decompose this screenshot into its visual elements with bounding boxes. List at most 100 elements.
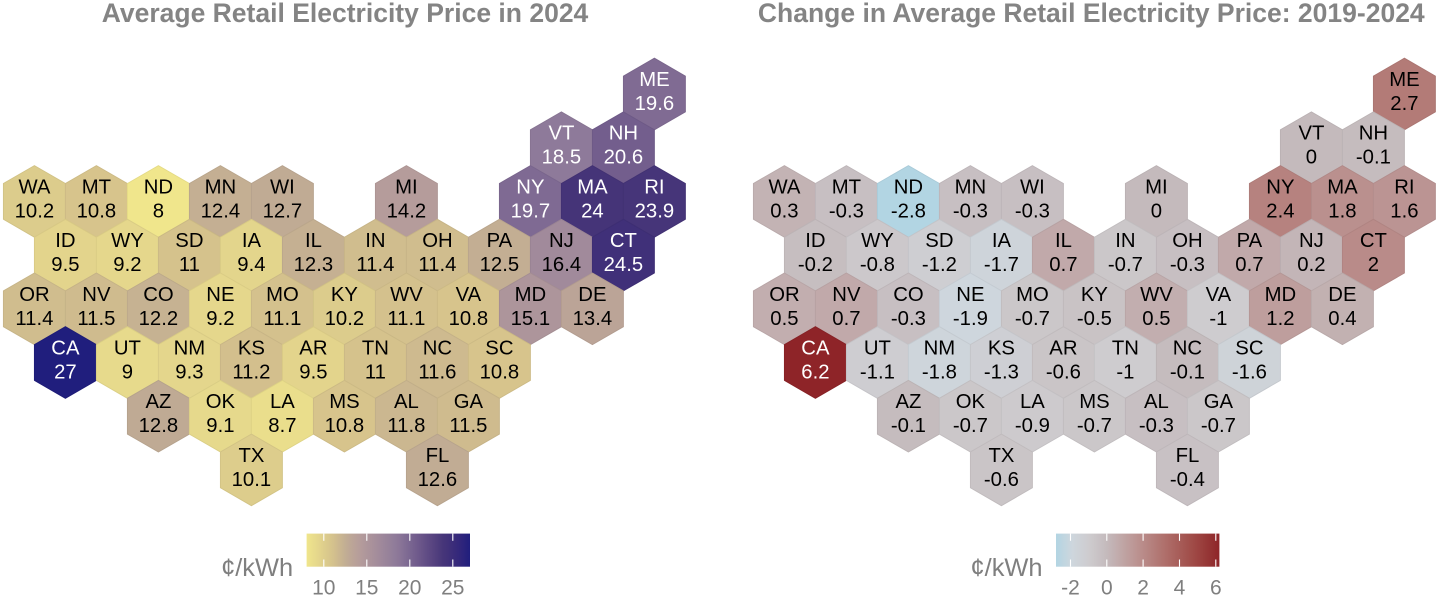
svg-text:CO: CO [143,284,173,306]
svg-text:12.4: 12.4 [201,200,240,222]
svg-text:TX: TX [988,445,1014,467]
svg-text:WV: WV [390,284,423,306]
svg-text:11.4: 11.4 [418,254,456,276]
svg-text:DE: DE [578,284,606,306]
svg-text:TN: TN [1112,338,1139,360]
svg-text:11: 11 [365,362,386,384]
svg-text:¢/kWh: ¢/kWh [971,554,1043,582]
svg-text:-0.3: -0.3 [1015,200,1050,222]
svg-text:0.3: 0.3 [770,200,798,222]
svg-text:MO: MO [266,284,299,306]
svg-text:NE: NE [206,284,234,306]
svg-text:11.4: 11.4 [356,254,394,276]
svg-text:19.6: 19.6 [635,93,674,115]
svg-text:KS: KS [238,338,265,360]
svg-text:ND: ND [894,176,923,198]
svg-text:WA: WA [18,176,50,198]
svg-text:9: 9 [122,362,133,384]
svg-text:9.5: 9.5 [299,362,327,384]
svg-text:NH: NH [609,123,638,145]
svg-text:0: 0 [1101,577,1113,600]
svg-text:MA: MA [1327,176,1358,198]
svg-text:-0.4: -0.4 [1170,469,1205,491]
svg-text:11: 11 [179,254,200,276]
svg-text:12.3: 12.3 [294,254,333,276]
svg-text:25: 25 [441,577,464,600]
svg-text:WY: WY [861,230,894,252]
svg-text:SC: SC [485,338,513,360]
svg-text:LA: LA [270,391,295,413]
svg-text:20.6: 20.6 [604,147,643,169]
svg-text:MT: MT [832,176,861,198]
svg-text:4: 4 [1174,577,1186,600]
svg-text:-0.3: -0.3 [953,200,988,222]
svg-text:NV: NV [832,284,861,306]
svg-text:-0.6: -0.6 [984,469,1019,491]
svg-text:NJ: NJ [1299,230,1324,252]
svg-text:10.8: 10.8 [480,362,519,384]
svg-text:15: 15 [355,577,378,600]
svg-text:MA: MA [577,176,608,198]
svg-text:1.2: 1.2 [1266,308,1294,330]
svg-text:MD: MD [1265,284,1297,306]
svg-text:8.7: 8.7 [268,415,296,437]
svg-text:12.2: 12.2 [139,308,178,330]
svg-text:-1.3: -1.3 [984,362,1019,384]
svg-text:0: 0 [1151,200,1162,222]
svg-text:-1.2: -1.2 [922,254,957,276]
svg-text:-0.3: -0.3 [891,308,926,330]
svg-text:NE: NE [956,284,984,306]
svg-text:VA: VA [1206,284,1232,306]
svg-text:0.2: 0.2 [1297,254,1325,276]
svg-text:ND: ND [144,176,173,198]
svg-text:OH: OH [422,230,452,252]
svg-text:0.7: 0.7 [832,308,860,330]
svg-text:10.8: 10.8 [449,308,488,330]
svg-text:MD: MD [515,284,547,306]
svg-text:12.6: 12.6 [418,469,457,491]
svg-text:WI: WI [270,176,295,198]
svg-text:WV: WV [1140,284,1173,306]
svg-text:2.4: 2.4 [1266,200,1294,222]
svg-text:-1: -1 [1116,362,1134,384]
svg-text:11.5: 11.5 [449,415,487,437]
svg-text:AL: AL [1144,391,1169,413]
svg-text:20: 20 [398,577,421,600]
svg-text:ME: ME [639,69,669,91]
svg-text:-0.7: -0.7 [953,415,988,437]
svg-text:11.6: 11.6 [418,362,456,384]
svg-text:0.7: 0.7 [1235,254,1263,276]
svg-text:0.5: 0.5 [770,308,798,330]
svg-text:-0.1: -0.1 [1356,147,1391,169]
svg-text:11.2: 11.2 [232,362,270,384]
svg-text:10.8: 10.8 [325,415,364,437]
svg-text:UT: UT [114,338,141,360]
svg-text:-0.6: -0.6 [1046,362,1081,384]
svg-text:12.8: 12.8 [139,415,178,437]
svg-text:23.9: 23.9 [635,200,674,222]
svg-text:-0.7: -0.7 [1201,415,1236,437]
svg-text:MS: MS [1079,391,1109,413]
svg-text:-2: -2 [1061,577,1080,600]
svg-text:-1.7: -1.7 [984,254,1019,276]
svg-text:-0.7: -0.7 [1077,415,1112,437]
svg-text:0.5: 0.5 [1142,308,1170,330]
svg-text:CT: CT [610,230,637,252]
svg-text:13.4: 13.4 [573,308,612,330]
svg-text:IL: IL [1055,230,1072,252]
svg-text:-1.1: -1.1 [860,362,895,384]
svg-text:NC: NC [423,338,452,360]
svg-text:-0.3: -0.3 [1139,415,1174,437]
svg-text:-0.7: -0.7 [1108,254,1143,276]
svg-text:IN: IN [1115,230,1135,252]
svg-text:9.5: 9.5 [51,254,79,276]
svg-text:1.6: 1.6 [1390,200,1418,222]
svg-text:AR: AR [299,338,327,360]
svg-text:PA: PA [487,230,513,252]
svg-text:VT: VT [1298,123,1324,145]
svg-text:27: 27 [54,362,77,384]
svg-text:19.7: 19.7 [511,200,550,222]
svg-text:1.8: 1.8 [1328,200,1356,222]
svg-text:CO: CO [893,284,923,306]
svg-text:9.2: 9.2 [113,254,141,276]
